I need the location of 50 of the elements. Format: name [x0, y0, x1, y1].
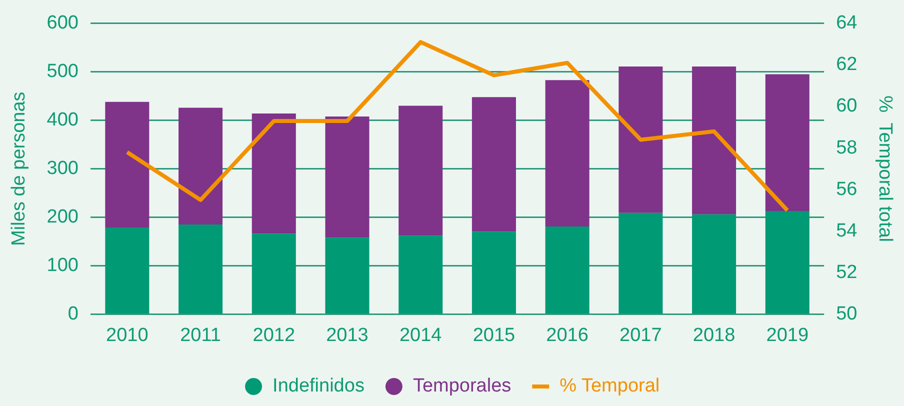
- x-tick-label: 2019: [766, 324, 809, 346]
- y-tick-label: 300: [46, 158, 78, 180]
- y-tick-label: 200: [46, 206, 78, 228]
- bar: [325, 116, 370, 238]
- y-axis-title: Miles de personas: [8, 92, 30, 246]
- x-tick-label: 2014: [399, 324, 442, 346]
- bar: [105, 102, 150, 228]
- y2-tick-label: 52: [836, 262, 858, 283]
- bar: [545, 226, 590, 314]
- bar: [765, 210, 810, 314]
- y-tick-label: 400: [46, 110, 78, 131]
- y2-axis-title: % Temporal total: [874, 96, 896, 242]
- y2-tick-label: 50: [836, 303, 858, 324]
- y2-tick-label: 64: [836, 12, 858, 34]
- x-tick-label: 2017: [620, 324, 662, 346]
- bar: [618, 212, 663, 314]
- y2-tick-label: 60: [836, 96, 858, 117]
- y2-tick-label: 62: [836, 54, 858, 76]
- bar: [325, 238, 370, 314]
- y2-tick-label: 56: [836, 178, 858, 200]
- y-tick-label: 500: [46, 61, 78, 82]
- y-tick-label: 100: [46, 254, 78, 276]
- bar: [178, 224, 223, 314]
- bar: [472, 232, 516, 314]
- bar: [178, 108, 223, 225]
- y2-tick-label: 54: [836, 220, 858, 242]
- x-tick-label: 2016: [546, 324, 588, 346]
- y-tick-label: 0: [68, 303, 78, 324]
- x-tick-label: 2015: [472, 324, 516, 346]
- bar: [545, 80, 590, 226]
- bar: [105, 227, 150, 314]
- bar: [692, 66, 736, 214]
- bar: [252, 234, 296, 314]
- bar: [398, 106, 443, 236]
- bar: [765, 74, 810, 211]
- x-tick-label: 2013: [326, 324, 368, 346]
- x-tick-label: 2012: [252, 324, 296, 346]
- bar: [398, 236, 443, 314]
- legend-label: % Temporal: [560, 376, 660, 397]
- bar: [472, 97, 516, 232]
- bar: [618, 66, 663, 213]
- bar: [252, 114, 296, 234]
- legend-label: Indefinidos: [272, 376, 364, 397]
- x-tick-label: 2011: [180, 324, 221, 346]
- y2-tick-label: 58: [836, 137, 858, 158]
- legend-label: Temporales: [412, 376, 512, 397]
- x-tick-label: 2010: [106, 324, 148, 346]
- x-tick-label: 2018: [692, 324, 736, 346]
- bar: [692, 214, 736, 314]
- y-tick-label: 600: [46, 12, 78, 34]
